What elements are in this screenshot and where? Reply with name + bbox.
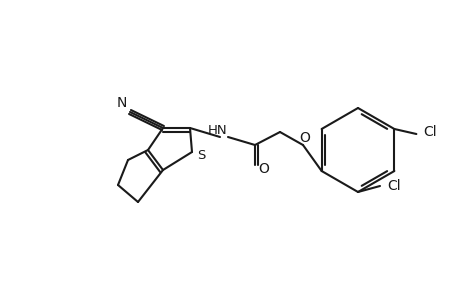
Text: HN: HN: [208, 124, 227, 136]
Text: Cl: Cl: [386, 179, 400, 193]
Text: S: S: [196, 148, 205, 161]
Text: N: N: [117, 96, 127, 110]
Text: Cl: Cl: [423, 125, 436, 139]
Text: O: O: [299, 131, 310, 145]
Text: O: O: [258, 162, 269, 176]
